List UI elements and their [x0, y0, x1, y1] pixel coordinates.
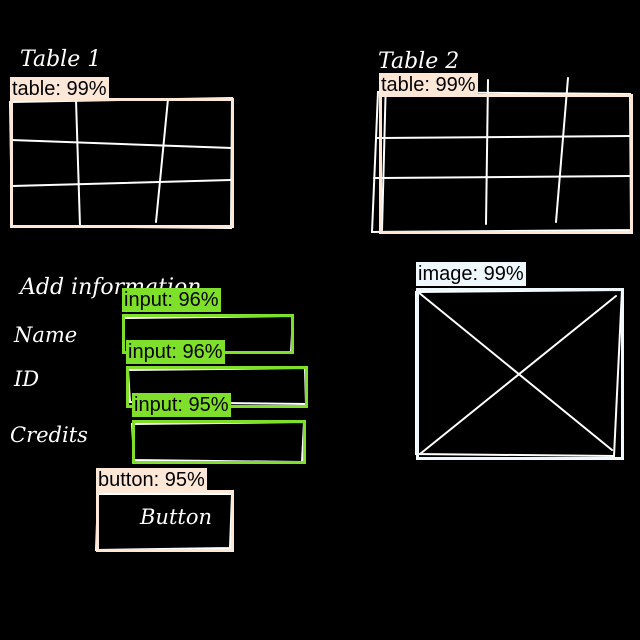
table1-heading: Table 1	[20, 47, 101, 72]
table2-detection-label: table: 99%	[379, 73, 478, 97]
input-id-detection-label: input: 96%	[126, 340, 225, 364]
image-detection-label: image: 99%	[416, 262, 526, 286]
input-name-detection-label: input: 96%	[122, 288, 221, 312]
table2-detection-box[interactable]	[379, 94, 633, 234]
credits-label: Credits	[10, 423, 88, 447]
input-credits-detection-box[interactable]	[132, 420, 306, 464]
button-detection-label: button: 95%	[96, 468, 207, 492]
image-detection-box[interactable]	[416, 288, 624, 460]
name-label: Name	[13, 323, 77, 347]
input-credits-detection-label: input: 95%	[132, 393, 231, 417]
table1-detection-box[interactable]	[10, 98, 234, 228]
button-detection-box[interactable]	[96, 490, 234, 552]
table1-detection-label: table: 99%	[10, 77, 109, 101]
id-label: ID	[13, 367, 39, 391]
button-text: Button	[139, 505, 212, 529]
table2-heading: Table 2	[378, 49, 459, 74]
